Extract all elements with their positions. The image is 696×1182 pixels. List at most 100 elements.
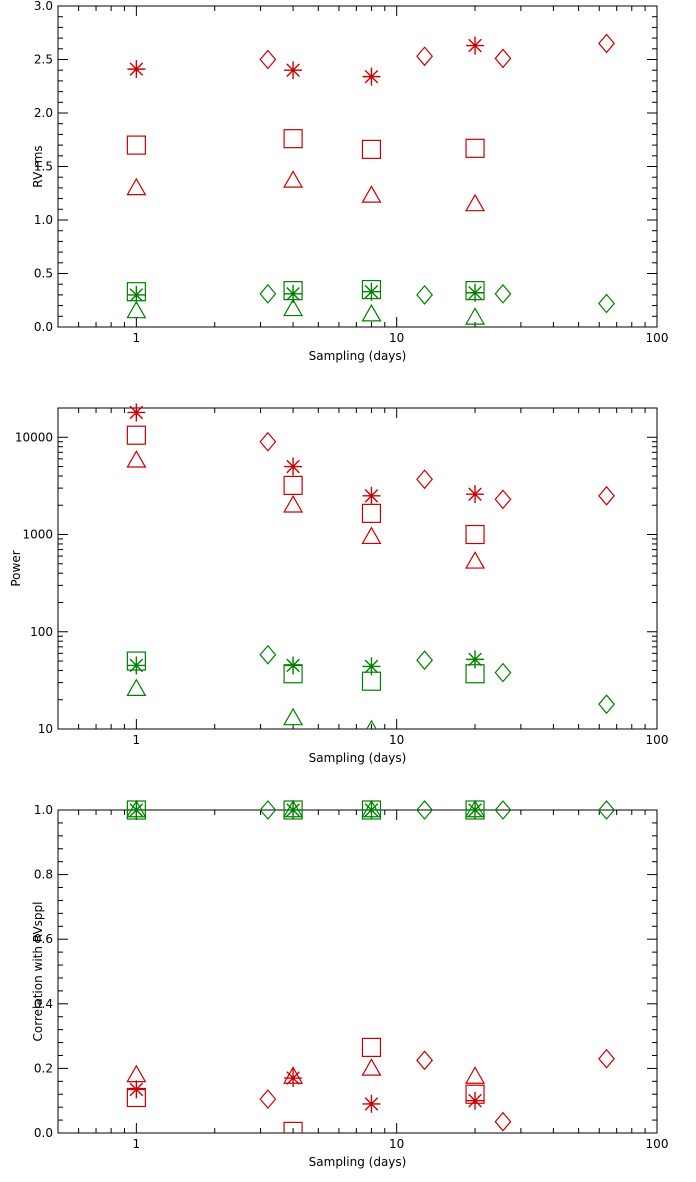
y-tick-label: 0.0 [34,320,53,334]
red-asterisk-point [466,485,485,504]
y-tick-label: 10 [38,722,53,736]
red-diamond-point [259,49,277,70]
y-tick-label: 2.5 [34,53,53,67]
red-asterisk-point [284,457,303,476]
red-triangle-point [283,1066,304,1084]
red-triangle-point [465,193,486,212]
plot-frame [57,5,658,328]
red-diamond-point [598,1048,615,1069]
y-tick-label: 1.0 [34,213,53,227]
y-tick-label: 1000 [22,528,53,542]
red-diamond-point [416,1050,434,1071]
chart-panel-3: 1 10 100 0.0 0.2 0.4 0.6 0.8 1.0 Sampling (days) C… [31,799,669,1169]
green-triangle-point [465,799,486,818]
green-asterisk-point [362,657,381,676]
x-tick-label: 100 [646,1137,669,1151]
markers [126,403,615,729]
y-tick-label: 0.8 [34,868,53,882]
red-diamond-point [598,33,615,54]
red-asterisk-point [127,403,146,422]
red-triangle-point [361,185,382,203]
x-tick-label: 10 [389,1137,404,1151]
y-tick-label: 100 [30,625,53,639]
red-triangle-point [126,177,147,196]
chart-panel-1: 1 10 100 0.0 0.5 1.0 1.5 2.0 2.5 3.0 Sampling (day… [31,0,668,363]
red-square-point [361,139,382,159]
green-diamond-point [598,694,615,715]
red-triangle-point [361,526,382,545]
green-triangle-point [283,799,304,818]
x-tick-label: 10 [389,331,404,345]
x-axis-label: Sampling (days) [309,1155,407,1169]
red-square-point [283,129,303,149]
red-asterisk-point [284,61,303,80]
y-tick-label: 0.4 [34,997,53,1011]
green-triangle-point [126,300,147,319]
red-square-point [361,1037,382,1058]
y-axis-label: RV rms [31,145,45,187]
green-triangle-point [465,307,486,325]
red-diamond-point [416,46,434,67]
green-diamond-point [494,800,512,820]
x-tick-label: 100 [646,733,669,747]
green-triangle-point [126,678,147,696]
plot-frame [57,809,658,1134]
y-axis-label: Power [9,550,23,586]
markers [126,799,615,1133]
red-square-point [126,135,146,155]
red-asterisk-point [127,60,146,79]
red-triangle-point [361,1058,382,1076]
red-square-point [361,503,382,523]
green-triangle-point [361,799,382,818]
green-diamond-point [598,293,615,314]
y-axis-label: Correlation with RVsppl [31,902,45,1042]
red-asterisk-point [362,486,381,505]
green-asterisk-point [466,283,485,302]
plot-frame [57,407,658,730]
x-tick-label: 10 [389,733,404,747]
green-asterisk-point [466,801,485,819]
x-axis-label: Sampling (days) [309,349,407,363]
y-tick-label: 0.2 [34,1061,53,1075]
green-diamond-point [416,284,434,305]
red-square-point [465,1084,485,1104]
red-square-point [283,475,303,495]
green-asterisk-point [466,650,485,669]
green-asterisk-point [284,656,303,675]
green-diamond-point [494,283,512,304]
red-diamond-point [259,431,277,452]
green-diamond-point [259,644,277,665]
green-diamond-point [598,800,615,820]
red-diamond-point [494,1111,512,1132]
green-triangle-point [366,719,377,729]
green-asterisk-point [127,801,146,819]
red-asterisk-point [284,1069,303,1088]
x-tick-label: 1 [133,733,141,747]
red-asterisk-point [466,36,485,55]
green-asterisk-point [127,656,146,675]
green-asterisk-point [284,801,303,819]
red-diamond-point [259,1089,277,1110]
green-triangle-point [283,707,304,726]
y-tick-label: 2.0 [34,106,53,120]
red-diamond-point [416,469,434,490]
red-triangle-point [283,495,304,513]
y-tick-label: 3.0 [34,0,53,13]
markers [126,33,615,325]
x-axis-label: Sampling (days) [309,751,407,765]
green-asterisk-point [362,282,381,301]
green-triangle-point [361,303,382,322]
y-tick-label: 10000 [15,430,53,444]
red-triangle-point [126,1064,147,1083]
red-triangle-point [283,170,304,188]
x-tick-label: 100 [646,331,669,345]
y-tick-label: 0.0 [34,1126,53,1140]
green-triangle-point [126,799,147,818]
red-asterisk-point [466,1091,485,1110]
green-diamond-point [416,650,434,671]
x-tick-label: 1 [133,331,141,345]
green-diamond-point [416,800,434,820]
green-triangle-point [283,298,304,317]
red-asterisk-point [362,67,381,86]
